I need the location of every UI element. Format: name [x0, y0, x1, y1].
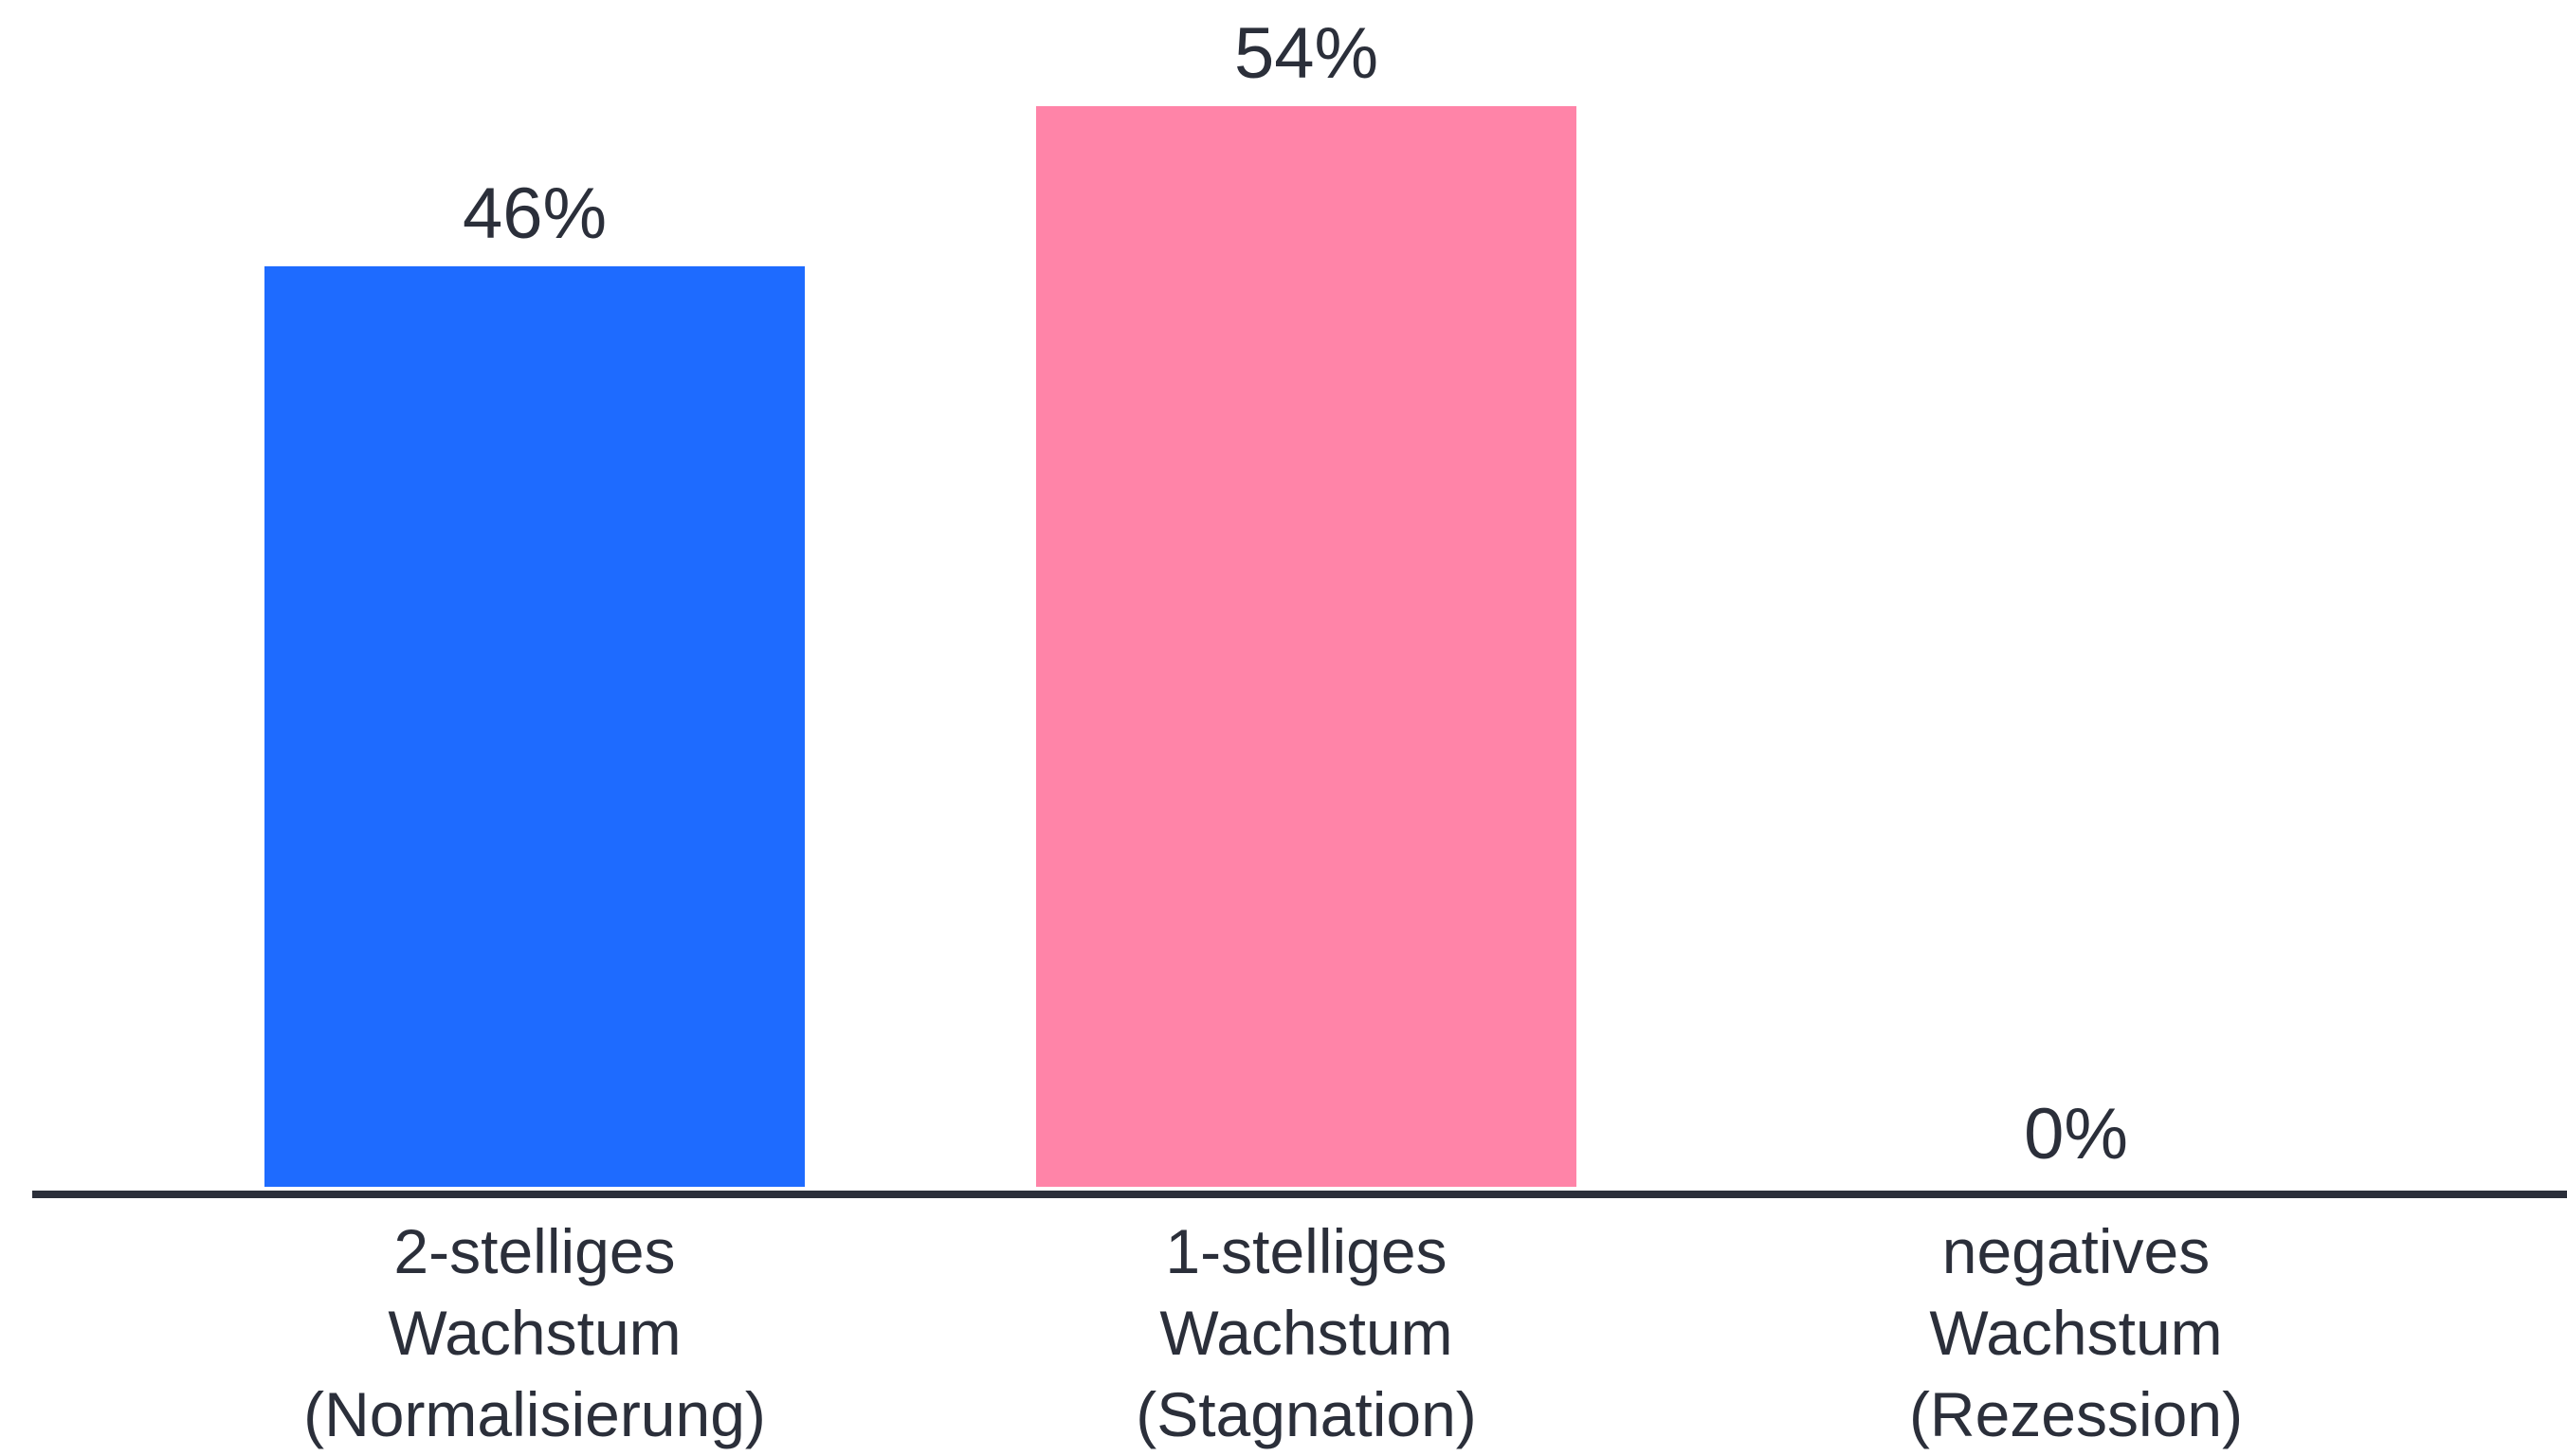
category-label-line: Wachstum [388, 1298, 681, 1368]
value-labels-group: 46% 54% 0% [463, 13, 2128, 1174]
category-label-2: 1-stelliges Wachstum (Stagnation) [1136, 1216, 1477, 1449]
category-label-line: (Normalisierung) [303, 1379, 766, 1449]
value-label-2: 54% [1234, 13, 1378, 94]
bars-group [264, 106, 1576, 1187]
category-label-line: negatives [1942, 1216, 2211, 1286]
category-label-line: 1-stelliges [1165, 1216, 1447, 1286]
category-label-line: (Rezession) [1909, 1379, 2243, 1449]
bar-2 [1036, 106, 1576, 1187]
category-labels-group: 2-stelliges Wachstum (Normalisierung) 1-ste… [303, 1216, 2243, 1449]
category-label-line: (Stagnation) [1136, 1379, 1477, 1449]
category-label-line: Wachstum [1159, 1298, 1452, 1368]
value-label-1: 46% [463, 173, 607, 254]
bar-1 [264, 265, 805, 1187]
category-label-3: negatives Wachstum (Rezession) [1909, 1216, 2243, 1449]
value-label-3: 0% [2024, 1094, 2128, 1174]
category-label-1: 2-stelliges Wachstum (Normalisierung) [303, 1216, 766, 1449]
category-label-line: Wachstum [1929, 1298, 2222, 1368]
category-label-line: 2-stelliges [393, 1216, 675, 1286]
